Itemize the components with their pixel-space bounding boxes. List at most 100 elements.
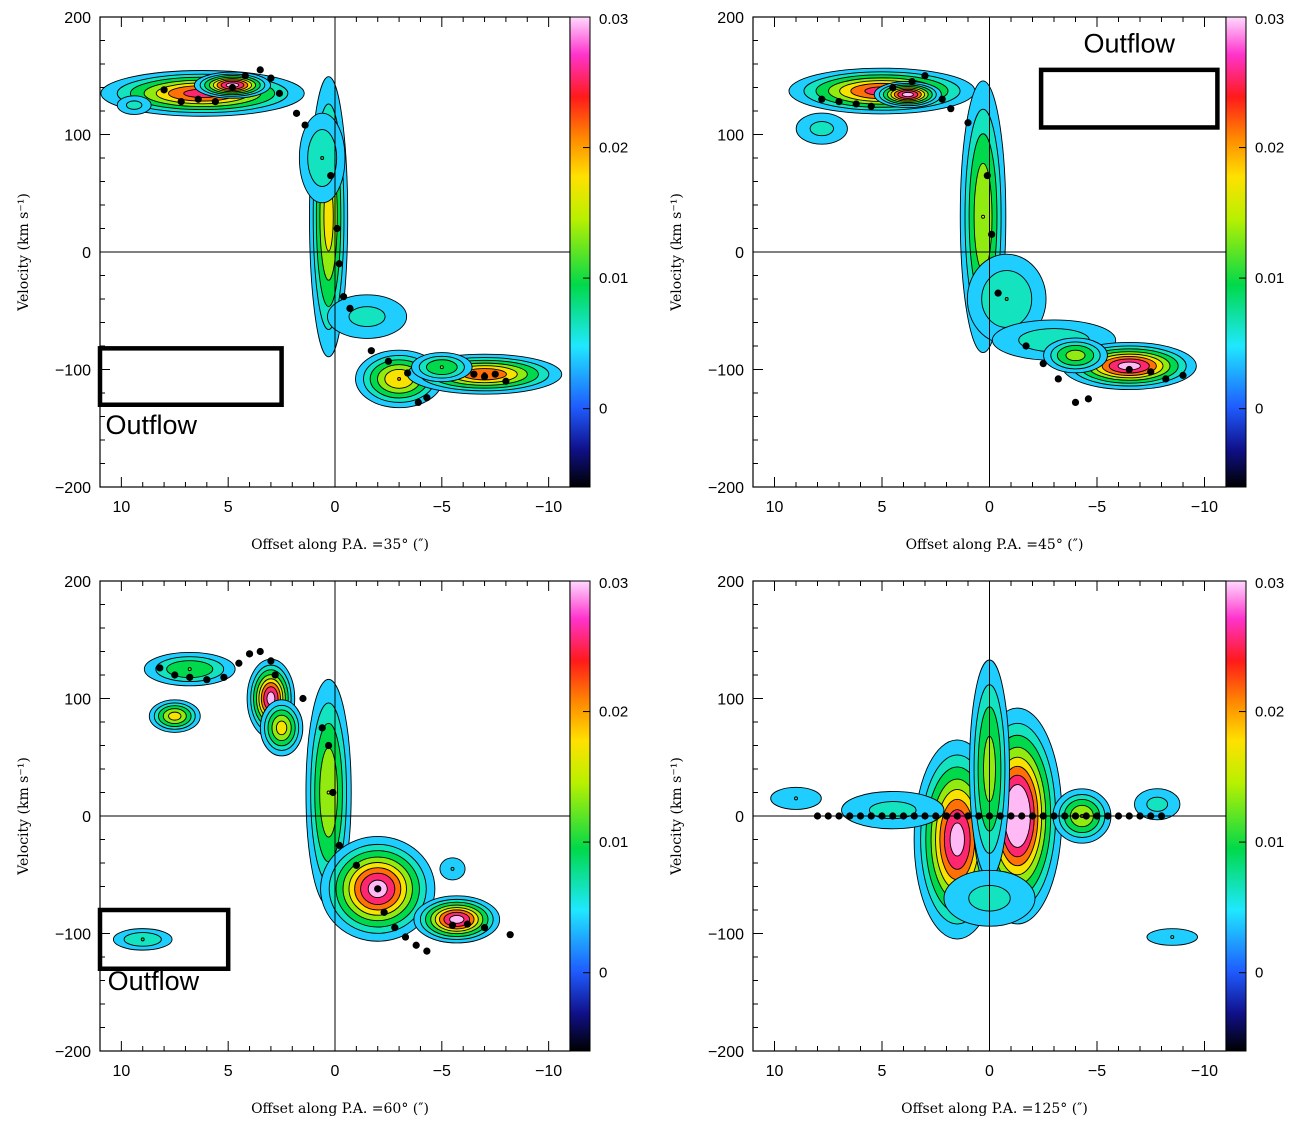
rotation-curve-point [275, 89, 284, 97]
rotation-curve-point [985, 812, 994, 820]
rotation-curve-point [228, 83, 237, 92]
x-tick-label: 10 [112, 1063, 130, 1080]
colorbar: 0 0.01 0.02 0.03 [569, 575, 628, 1052]
emission-map [788, 67, 1197, 390]
rotation-curve-point [1071, 398, 1080, 406]
x-axis-label: Offset along P.A. =45° (″) [906, 537, 1084, 553]
rotation-curve-point [932, 812, 940, 820]
emission-contour [1004, 297, 1009, 301]
colorbar-tick-label: 0 [599, 965, 607, 982]
y-axis-label: Velocity (km s⁻¹) [16, 757, 32, 876]
rotation-curve-point [352, 861, 360, 869]
emission-contour [348, 306, 386, 328]
emission-contour [901, 91, 914, 98]
emission-component [439, 857, 466, 881]
colorbar-gradient [569, 580, 591, 1052]
rotation-curve-point [1039, 360, 1047, 368]
colorbar-gradient [1225, 580, 1247, 1052]
emission-contour [449, 915, 465, 924]
rotation-curve-point [156, 664, 164, 672]
rotation-curve-point [813, 812, 822, 820]
emission-contour [125, 100, 143, 110]
rotation-curve-point [324, 741, 333, 750]
y-tick-label: −200 [55, 1044, 91, 1061]
rotation-curve-point [938, 95, 946, 103]
panel-top-left: Outflow 10 5 0 −5 −10 200 100 0 −100 −200 Offset al… [16, 10, 628, 553]
x-tick-label: −10 [535, 1063, 562, 1080]
emission-contour [809, 121, 834, 137]
rotation-curve-point [241, 72, 249, 80]
x-tick-label: −5 [1088, 1063, 1106, 1080]
colorbar: 0 0.01 0.02 0.03 [569, 11, 628, 488]
emission-component [143, 652, 236, 687]
emission-contour [794, 796, 798, 801]
panel-bottom-right: 10 5 0 −5 −10 200 100 0 −100 −200 Offset along P.A… [669, 574, 1284, 1117]
emission-component [148, 699, 201, 733]
colorbar-tick-label: 0.02 [599, 140, 628, 157]
rotation-curve-point [380, 908, 388, 916]
colorbar-tick-label: 0.03 [599, 11, 628, 28]
y-tick-label: 0 [735, 245, 744, 262]
colorbar-tick-label: 0.01 [599, 270, 628, 287]
colorbar-gradient [1225, 16, 1247, 488]
rotation-curve-point [423, 947, 431, 955]
rotation-curve-point [245, 650, 254, 658]
emission-contour [1146, 796, 1169, 812]
rotation-curve-point [333, 224, 341, 233]
rotation-curve-point [211, 98, 219, 106]
x-tick-label: 0 [985, 1063, 994, 1080]
rotation-curve [818, 72, 1187, 406]
rotation-curve-point [889, 83, 897, 92]
emission-contour [320, 156, 325, 160]
rotation-curve-point [470, 370, 478, 378]
emission-contour [439, 365, 444, 370]
emission-contour [949, 822, 965, 857]
colorbar-tick-label: 0.03 [1255, 11, 1284, 28]
rotation-curve-point [491, 370, 499, 378]
rotation-curve-point [160, 86, 168, 94]
y-tick-label: −100 [708, 363, 744, 380]
rotation-curve-point [1104, 812, 1112, 820]
emission-component [1133, 788, 1181, 821]
rotation-curve-point [1125, 365, 1133, 374]
rotation-curve-point [1007, 812, 1015, 820]
emission-component [1146, 928, 1199, 946]
outflow-box [1038, 67, 1220, 130]
y-tick-label: −100 [55, 927, 91, 944]
rotation-curve-point [947, 105, 955, 113]
y-tick-label: 200 [717, 10, 744, 27]
emission-component [116, 95, 152, 115]
rotation-curve-point [423, 394, 431, 402]
rotation-curve-point [996, 812, 1004, 820]
rotation-curve-point [506, 931, 514, 939]
emission-contour [1065, 349, 1086, 362]
rotation-curve-point [384, 357, 393, 365]
panel-bottom-left: Outflow 10 5 0 −5 −10 200 100 0 −100 −200 Offset al… [16, 574, 628, 1117]
rotation-curve-point [480, 924, 489, 932]
x-tick-label: 0 [331, 499, 340, 516]
rotation-curve-point [177, 98, 185, 106]
y-axis-label: Velocity (km s⁻¹) [16, 193, 32, 312]
rotation-curve-point [414, 398, 422, 406]
emission-component [327, 294, 408, 339]
emission-contour [1170, 935, 1175, 939]
y-axis-label: Velocity (km s⁻¹) [669, 757, 685, 876]
emission-component [1043, 337, 1108, 374]
rotation-curve-point [267, 657, 275, 665]
emission-map [100, 70, 563, 409]
rotation-curve-point [412, 941, 420, 949]
rotation-curve-point [908, 78, 916, 86]
rotation-curve-point [846, 812, 854, 820]
rotation-curve-point [835, 98, 843, 106]
rotation-curve [156, 647, 514, 955]
rotation-curve-point [856, 812, 865, 820]
emission-map [770, 659, 1199, 946]
x-tick-label: 10 [112, 499, 130, 516]
y-tick-label: 100 [64, 692, 91, 709]
emission-component [770, 786, 822, 810]
rotation-curve-point [1050, 812, 1058, 820]
outflow-box [97, 346, 284, 408]
rotation-curve-point [1028, 812, 1037, 820]
rotation-curve-point [256, 66, 264, 74]
rotation-curve-point [480, 372, 489, 381]
